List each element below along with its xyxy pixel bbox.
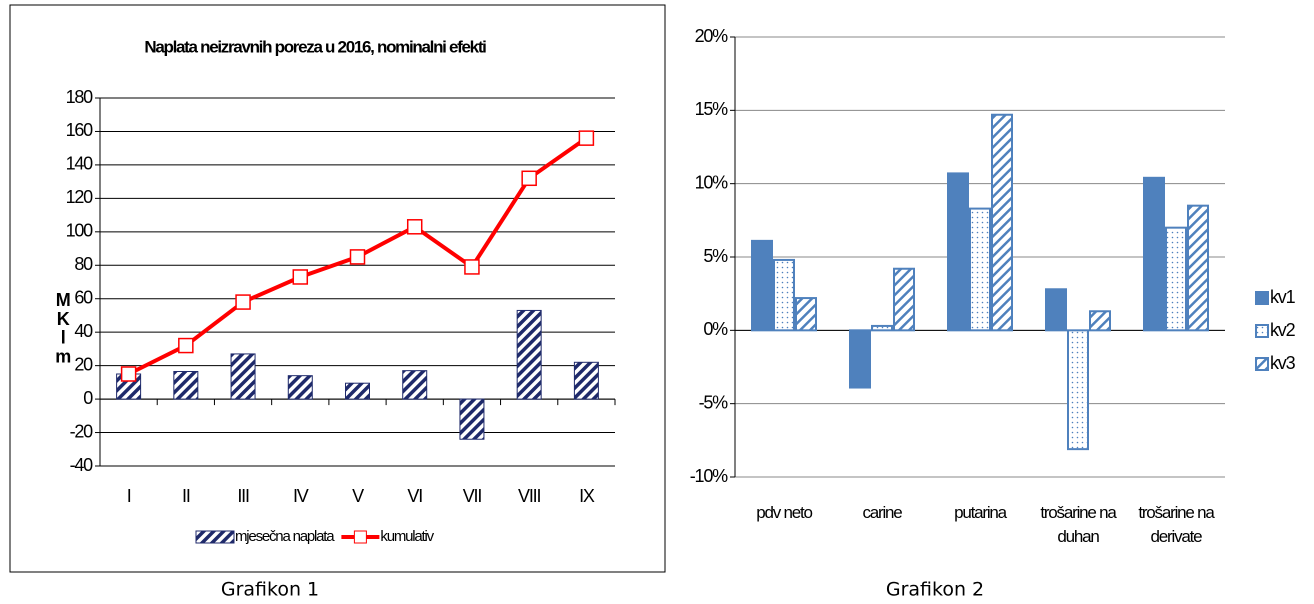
legend-swatch [1255,291,1269,305]
y-tick-label: 5% [703,246,728,266]
y-tick-label: 60 [74,287,93,307]
bar [1067,329,1089,451]
y-tick-label: 0 [83,388,93,408]
marker [120,366,137,382]
x-tick-label: trošarine na derivate [1138,503,1215,546]
bar [773,258,795,332]
bar [947,172,969,332]
marker [406,219,423,235]
bar [516,309,542,400]
x-tick-label: pdv neto [756,503,813,522]
x-tick-label: IX [579,486,595,506]
bar [893,267,915,332]
marker [521,170,537,187]
x-tick-label: trošarine na duhan [1040,503,1117,546]
bar [402,370,428,400]
y-tick-label: 20% [695,26,729,46]
y-tick-label: -20 [70,421,94,441]
caption: Grafikon 1 [221,579,319,601]
x-tick-label: V [352,486,364,506]
bar [287,375,313,400]
y-tick-label: 10% [695,172,729,192]
legend-swatch [1255,357,1269,371]
caption: Grafikon 2 [886,579,984,601]
y-tick-label: 20 [74,354,93,374]
x-tick-label: VI [407,486,422,506]
bar [849,329,871,389]
legend-label: kv3 [1270,353,1296,373]
marker [349,249,366,265]
x-tick-label: carine [862,503,902,522]
y-tick-label: 160 [66,120,94,140]
y-tick-label: 40 [74,321,93,341]
x-tick-label: putarina [954,503,1007,522]
legend-swatch [353,530,367,544]
legend-label: kv2 [1270,320,1296,340]
legend-swatch [195,530,235,544]
bar [173,370,199,400]
bar [871,324,893,332]
x-tick-label: VIII [518,486,540,506]
x-tick-label: I [127,486,131,506]
bar [795,297,817,332]
bar [1089,310,1111,332]
x-tick-label: III [237,486,249,506]
bar [345,382,370,400]
bar [1045,288,1067,332]
y-tick-label: 15% [695,99,729,119]
y-tick-label: -5% [699,392,729,412]
bar [459,398,485,440]
bar [573,361,599,400]
bar [969,207,991,332]
y-axis-label: MKlm [53,290,73,365]
y-tick-label: -10% [690,466,728,486]
bar [1187,204,1209,332]
y-tick-label: 80 [74,254,93,274]
y-tick-label: 100 [66,221,94,241]
y-tick-label: -40 [70,455,94,475]
y-tick-label: 120 [66,187,94,207]
y-tick-label: 0% [703,319,728,339]
x-tick-label: IV [293,486,309,506]
legend-label: kumulativ [380,528,434,545]
bar [230,353,256,400]
bar [991,113,1013,332]
y-tick-label: 140 [66,154,94,174]
legend-swatch [1255,324,1269,338]
marker [178,337,194,354]
legend-label: mjesečna naplata [235,528,335,545]
marker [578,130,595,146]
bar [1165,226,1187,332]
chart-title: Naplata neizravnih poreza u 2016, nomina… [144,37,486,56]
marker [464,259,480,275]
marker [292,269,309,285]
bar [1143,176,1165,332]
y-tick-label: 180 [66,87,94,107]
marker [235,294,251,310]
bar [751,239,773,332]
x-tick-label: VII [463,486,482,506]
legend-label: kv1 [1270,287,1296,307]
x-tick-label: II [182,486,190,506]
chart-frame [9,4,666,573]
